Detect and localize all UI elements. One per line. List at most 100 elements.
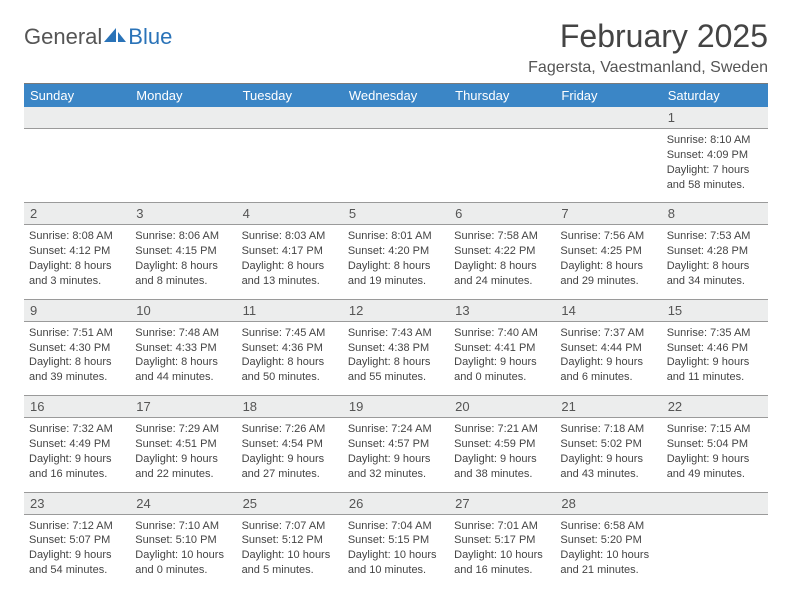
daylight-line: Daylight: 9 hours and 16 minutes. [29,452,125,482]
sunrise-line: Sunrise: 7:48 AM [135,326,231,341]
sunrise-line: Sunrise: 8:06 AM [135,229,231,244]
day-cell: Sunrise: 7:51 AMSunset: 4:30 PMDaylight:… [24,321,130,395]
day-number: 20 [449,396,555,418]
day-cell: Sunrise: 7:21 AMSunset: 4:59 PMDaylight:… [449,418,555,492]
daylight-line: Daylight: 8 hours and 19 minutes. [348,259,444,289]
day-number: 26 [343,492,449,514]
day-number: 28 [555,492,661,514]
daylight-line: Daylight: 8 hours and 29 minutes. [560,259,656,289]
daylight-line: Daylight: 10 hours and 21 minutes. [560,548,656,578]
sunset-line: Sunset: 4:17 PM [242,244,338,259]
daylight-line: Daylight: 7 hours and 58 minutes. [667,163,763,193]
calendar-body: 1Sunrise: 8:10 AMSunset: 4:09 PMDaylight… [24,107,768,588]
day-cell: Sunrise: 7:04 AMSunset: 5:15 PMDaylight:… [343,514,449,588]
sunset-line: Sunset: 5:17 PM [454,533,550,548]
daylight-line: Daylight: 9 hours and 22 minutes. [135,452,231,482]
sunrise-line: Sunrise: 7:26 AM [242,422,338,437]
sunset-line: Sunset: 4:20 PM [348,244,444,259]
day-cell: Sunrise: 7:29 AMSunset: 4:51 PMDaylight:… [130,418,236,492]
day-number [449,107,555,129]
sunrise-line: Sunrise: 7:18 AM [560,422,656,437]
sunrise-line: Sunrise: 7:04 AM [348,519,444,534]
page-title: February 2025 [528,18,768,55]
sunrise-line: Sunrise: 7:53 AM [667,229,763,244]
day-number: 25 [237,492,343,514]
day-number: 8 [662,203,768,225]
sunset-line: Sunset: 4:44 PM [560,341,656,356]
sunrise-line: Sunrise: 8:03 AM [242,229,338,244]
day-number: 16 [24,396,130,418]
daylight-line: Daylight: 9 hours and 54 minutes. [29,548,125,578]
sunrise-line: Sunrise: 7:01 AM [454,519,550,534]
sunset-line: Sunset: 4:59 PM [454,437,550,452]
sunrise-line: Sunrise: 7:32 AM [29,422,125,437]
brand-logo: General Blue [24,18,172,50]
day-cell [343,129,449,203]
day-cell: Sunrise: 7:37 AMSunset: 4:44 PMDaylight:… [555,321,661,395]
day-cell: Sunrise: 7:53 AMSunset: 4:28 PMDaylight:… [662,225,768,299]
sunset-line: Sunset: 4:36 PM [242,341,338,356]
day-cell: Sunrise: 8:03 AMSunset: 4:17 PMDaylight:… [237,225,343,299]
day-header: Thursday [449,84,555,107]
day-cell: Sunrise: 7:48 AMSunset: 4:33 PMDaylight:… [130,321,236,395]
sunset-line: Sunset: 4:28 PM [667,244,763,259]
week-row: Sunrise: 7:32 AMSunset: 4:49 PMDaylight:… [24,418,768,492]
daylight-line: Daylight: 10 hours and 16 minutes. [454,548,550,578]
day-header: Wednesday [343,84,449,107]
daylight-line: Daylight: 9 hours and 27 minutes. [242,452,338,482]
day-number [24,107,130,129]
sunrise-line: Sunrise: 7:12 AM [29,519,125,534]
sunset-line: Sunset: 5:12 PM [242,533,338,548]
brand-sail-icon [104,26,126,49]
sunset-line: Sunset: 4:15 PM [135,244,231,259]
daylight-line: Daylight: 9 hours and 43 minutes. [560,452,656,482]
sunset-line: Sunset: 5:20 PM [560,533,656,548]
day-header: Sunday [24,84,130,107]
sunset-line: Sunset: 5:04 PM [667,437,763,452]
day-cell: Sunrise: 7:01 AMSunset: 5:17 PMDaylight:… [449,514,555,588]
daylight-line: Daylight: 9 hours and 0 minutes. [454,355,550,385]
week-row: Sunrise: 8:10 AMSunset: 4:09 PMDaylight:… [24,129,768,203]
day-number: 24 [130,492,236,514]
sunrise-line: Sunrise: 6:58 AM [560,519,656,534]
sunrise-line: Sunrise: 7:24 AM [348,422,444,437]
day-number [237,107,343,129]
day-number: 7 [555,203,661,225]
daylight-line: Daylight: 8 hours and 50 minutes. [242,355,338,385]
sunrise-line: Sunrise: 7:07 AM [242,519,338,534]
sunset-line: Sunset: 4:57 PM [348,437,444,452]
daylight-line: Daylight: 8 hours and 39 minutes. [29,355,125,385]
day-cell: Sunrise: 8:06 AMSunset: 4:15 PMDaylight:… [130,225,236,299]
day-header: Friday [555,84,661,107]
daylight-line: Daylight: 10 hours and 0 minutes. [135,548,231,578]
day-number: 1 [662,107,768,129]
daylight-line: Daylight: 8 hours and 13 minutes. [242,259,338,289]
day-header: Monday [130,84,236,107]
sunset-line: Sunset: 4:22 PM [454,244,550,259]
day-cell [24,129,130,203]
sunrise-line: Sunrise: 7:45 AM [242,326,338,341]
day-number: 23 [24,492,130,514]
sunset-line: Sunset: 4:25 PM [560,244,656,259]
day-number: 17 [130,396,236,418]
sunrise-line: Sunrise: 7:21 AM [454,422,550,437]
sunset-line: Sunset: 5:15 PM [348,533,444,548]
day-number: 27 [449,492,555,514]
daylight-line: Daylight: 9 hours and 32 minutes. [348,452,444,482]
sunset-line: Sunset: 4:49 PM [29,437,125,452]
day-cell [555,129,661,203]
day-number-row: 2345678 [24,203,768,225]
day-cell: Sunrise: 7:07 AMSunset: 5:12 PMDaylight:… [237,514,343,588]
day-cell: Sunrise: 6:58 AMSunset: 5:20 PMDaylight:… [555,514,661,588]
day-number [130,107,236,129]
day-number: 2 [24,203,130,225]
sunset-line: Sunset: 4:46 PM [667,341,763,356]
day-number: 22 [662,396,768,418]
day-cell: Sunrise: 7:35 AMSunset: 4:46 PMDaylight:… [662,321,768,395]
day-cell [130,129,236,203]
day-number: 12 [343,299,449,321]
day-number: 10 [130,299,236,321]
day-number: 18 [237,396,343,418]
day-number: 5 [343,203,449,225]
title-block: February 2025 Fagersta, Vaestmanland, Sw… [528,18,768,77]
